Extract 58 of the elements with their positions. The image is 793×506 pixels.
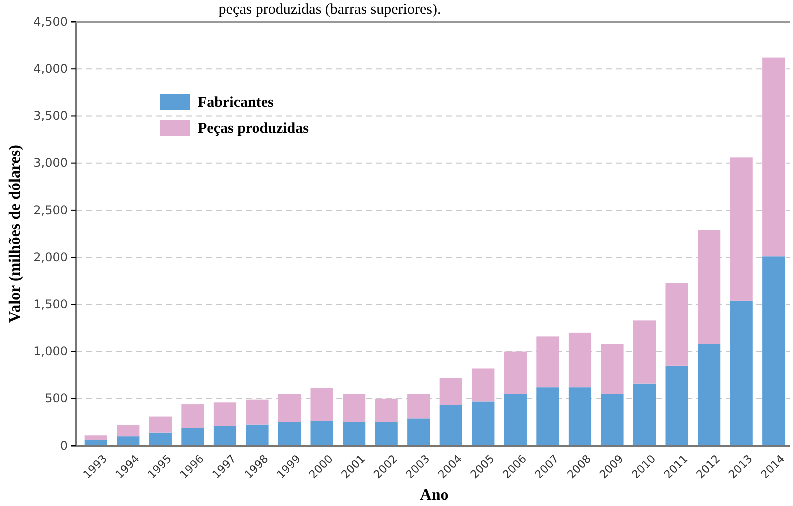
y-tick-label: 2,000 <box>34 250 68 264</box>
bar <box>762 58 786 257</box>
bar <box>601 344 624 394</box>
bar <box>214 426 237 446</box>
y-tick-label: 4,000 <box>34 62 68 76</box>
text: peças produzidas (barras superiores). <box>218 2 442 18</box>
bar <box>343 422 366 446</box>
bar <box>568 332 592 388</box>
y-tick-label: 500 <box>45 392 68 406</box>
bar <box>472 402 495 446</box>
bar <box>666 282 688 366</box>
bar <box>214 402 237 426</box>
y-tick-label: 3,000 <box>34 156 68 170</box>
bar <box>246 424 269 446</box>
y-tick-label: 4,500 <box>34 14 68 29</box>
bar <box>149 416 172 433</box>
bar <box>246 400 269 425</box>
bar <box>666 366 688 446</box>
bar <box>568 388 592 446</box>
bar <box>536 388 560 446</box>
bar <box>698 344 721 446</box>
y-tick-label: 1,500 <box>34 298 68 312</box>
bar <box>84 436 108 440</box>
bar <box>504 352 527 394</box>
bar <box>149 432 172 446</box>
y-tick-label: 2,500 <box>34 203 68 218</box>
bar <box>698 230 721 344</box>
bar <box>117 425 140 437</box>
x-axis-title: Ano <box>420 487 449 504</box>
bar <box>278 394 302 422</box>
bar <box>730 158 753 301</box>
bar <box>310 421 334 446</box>
bar <box>762 256 786 446</box>
bar <box>601 394 624 446</box>
legend-label: Peças produzidas <box>198 121 310 137</box>
y-axis-title: Valor (milhões de dólares) <box>7 145 24 323</box>
y-tick-label: 1,000 <box>34 344 68 359</box>
bar <box>633 384 656 446</box>
legend-label: Fabricantes <box>198 95 274 111</box>
bar <box>310 388 334 422</box>
bar <box>536 336 560 388</box>
bar <box>440 405 462 446</box>
bar <box>440 378 462 406</box>
bar <box>408 418 430 446</box>
bar <box>472 368 495 402</box>
y-tick-label: 3,500 <box>34 109 68 124</box>
bar <box>633 320 656 384</box>
bar <box>375 422 398 446</box>
bar <box>375 398 398 422</box>
bar <box>408 394 430 419</box>
bar <box>182 404 204 428</box>
y-tick-label: 0 <box>60 438 68 453</box>
bar <box>504 394 527 446</box>
bar <box>117 436 140 446</box>
bar <box>343 394 366 422</box>
bar <box>182 428 204 446</box>
bar <box>730 300 753 446</box>
bar <box>278 422 302 446</box>
